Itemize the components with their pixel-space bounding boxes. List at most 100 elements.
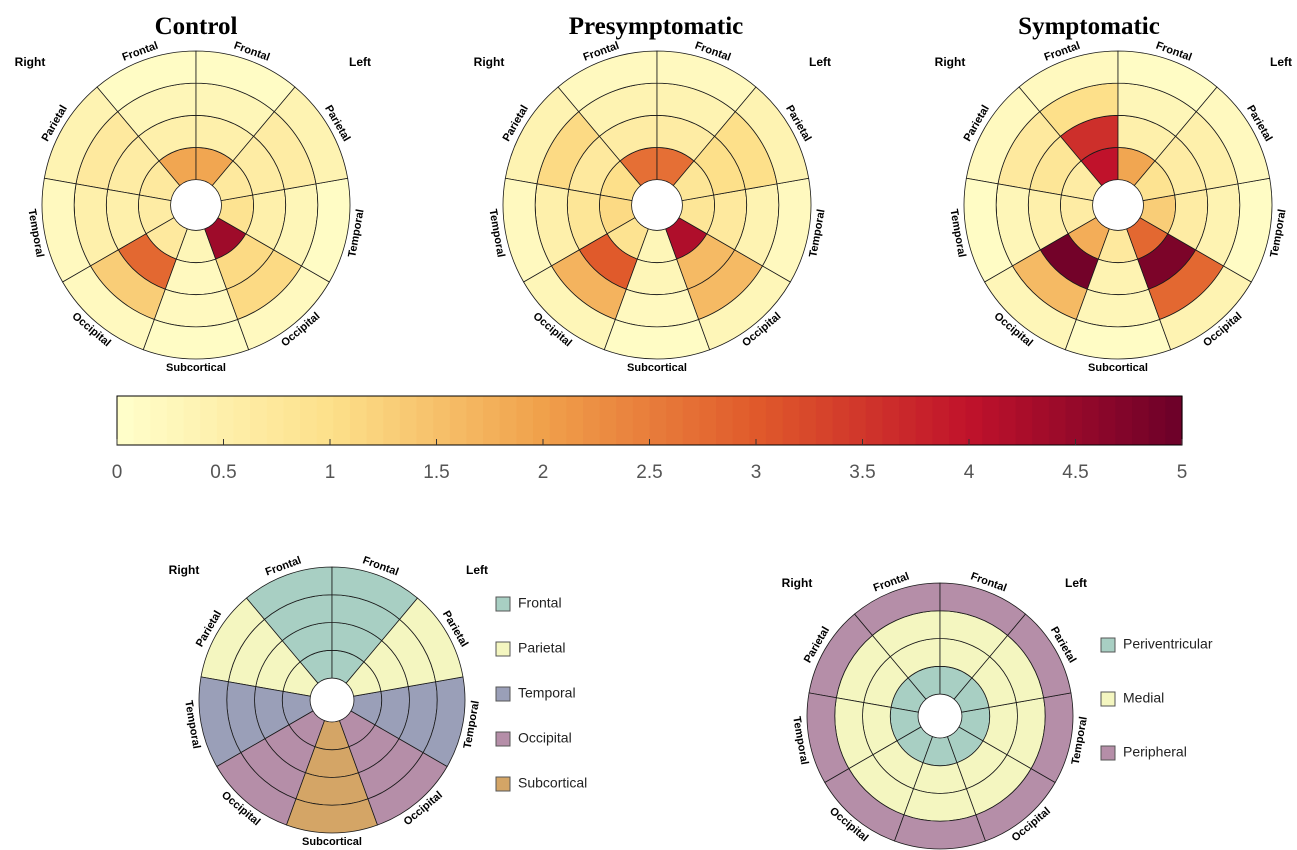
colorbar-step: [965, 396, 983, 445]
sector-label: Subcortical: [166, 362, 226, 374]
cell-sector-5-ring-3: [614, 288, 700, 328]
legend-label: Subcortical: [518, 775, 587, 791]
colorbar-step: [616, 396, 634, 445]
colorbar-step: [499, 396, 517, 445]
cell-sector-4-ring-4: [62, 265, 155, 351]
cell-sector-5-ring-4: [893, 814, 987, 850]
cell-sector-3-ring-4: [41, 177, 92, 283]
colorbar-step: [632, 396, 651, 445]
side-label-right: Right: [169, 563, 200, 577]
colorbar-step: [782, 396, 800, 445]
colorbar-tick-label: 4.5: [1062, 462, 1088, 483]
colorbar-tick-label: 1: [325, 462, 336, 483]
chart-title: Control: [155, 13, 238, 40]
colorbar-step: [1115, 396, 1133, 445]
cell-sector-8-ring-4: [273, 86, 349, 185]
cell-sector-7-ring-4: [422, 676, 466, 768]
colorbar-step: [483, 396, 501, 445]
chart-title: Presymptomatic: [569, 13, 744, 40]
colorbar-tick-label: 0: [112, 462, 123, 483]
cell-sector-6-ring-4: [698, 265, 791, 351]
colorbar-step: [549, 396, 567, 445]
cell-sector-4-ring-4: [216, 752, 297, 826]
colorbar-step: [133, 396, 151, 445]
cell-sector-4-ring-4: [523, 265, 616, 351]
colorbar-step: [815, 396, 834, 445]
colorbar-step: [1148, 396, 1166, 445]
colorbar-step: [1082, 396, 1100, 445]
side-label-left: Left: [809, 55, 831, 69]
colorbar-step: [150, 396, 168, 445]
colorbar-step: [416, 396, 434, 445]
cell-sector-6-ring-4: [367, 752, 448, 826]
colorbar-step: [533, 396, 551, 445]
colorbar-step: [1098, 396, 1117, 445]
legend-swatch: [495, 731, 511, 747]
panel-control: Control Right Left Frontal FrontalParieta…: [15, 13, 371, 374]
colorbar-step: [449, 396, 468, 445]
colorbar-step: [200, 396, 218, 445]
colorbar-step: [333, 396, 351, 445]
colorbar: 0 0.5 1 1.5 2 2.5 3 3.5 4 4.5 5: [112, 395, 1188, 483]
cell-sector-7-ring-4: [300, 177, 351, 283]
colorbar-step: [1132, 396, 1150, 445]
side-label-left: Left: [466, 563, 488, 577]
colorbar-tick-label: 5: [1177, 462, 1188, 483]
colorbar-step: [433, 396, 451, 445]
colorbar-step: [699, 396, 717, 445]
cell-sector-3-ring-4: [502, 177, 553, 283]
colorbar-step: [216, 396, 235, 445]
colorbar-tick-label: 3.5: [849, 462, 875, 483]
colorbar-step: [566, 396, 584, 445]
colorbar-step: [649, 396, 667, 445]
legend-swatch: [495, 641, 511, 657]
cell-sector-8-ring-4: [734, 86, 810, 185]
cell-sector-2-ring-4: [200, 597, 265, 683]
cell-sector-5-ring-4: [142, 318, 250, 360]
legend-label: Temporal: [518, 685, 576, 701]
colorbar-step: [915, 396, 933, 445]
colorbar-step: [949, 396, 967, 445]
cell-sector-5-ring-4: [1064, 318, 1172, 360]
colorbar-step: [899, 396, 917, 445]
side-label-right: Right: [782, 576, 813, 590]
cell-sector-4-ring-4: [824, 768, 905, 842]
lobe-map: Right Left Frontal FrontalParietalTempora…: [169, 554, 588, 847]
cell-sector-6-ring-4: [975, 768, 1056, 842]
colorbar-step: [765, 396, 784, 445]
legend-label: Parietal: [518, 640, 565, 656]
colorbar-step: [982, 396, 1000, 445]
cell-sector-7-ring-4: [761, 177, 812, 283]
colorbar-step: [399, 396, 418, 445]
cell-sector-5-ring-3: [153, 288, 239, 328]
colorbar-step: [117, 396, 135, 445]
legend-swatch: [1100, 745, 1116, 761]
cell-sector-3-ring-4: [806, 692, 850, 784]
cell-sector-2-ring-4: [808, 613, 873, 699]
legend-swatch: [495, 596, 511, 612]
legend-swatch: [495, 686, 511, 702]
colorbar-step: [582, 396, 601, 445]
colorbar-step: [233, 396, 251, 445]
cell-sector-5-ring-3: [903, 788, 977, 822]
colorbar-step: [349, 396, 368, 445]
colorbar-step: [1165, 396, 1183, 445]
colorbar-step: [316, 396, 334, 445]
cell-sector-3-ring-4: [963, 177, 1014, 283]
cell-sector-2-ring-4: [965, 86, 1041, 185]
colorbar-step: [849, 396, 867, 445]
colorbar-tick-label: 4: [964, 462, 975, 483]
colorbar-step: [1015, 396, 1033, 445]
cell-sector-4-ring-4: [984, 265, 1077, 351]
legend-swatch: [495, 776, 511, 792]
cell-sector-8-ring-4: [1007, 613, 1072, 699]
colorbar-step: [266, 396, 285, 445]
colorbar-step: [383, 396, 401, 445]
colorbar-step: [1032, 396, 1050, 445]
colorbar-step: [998, 396, 1017, 445]
colorbar-step: [516, 396, 534, 445]
colorbar-step: [466, 396, 484, 445]
side-label-left: Left: [349, 55, 371, 69]
colorbar-step: [283, 396, 301, 445]
